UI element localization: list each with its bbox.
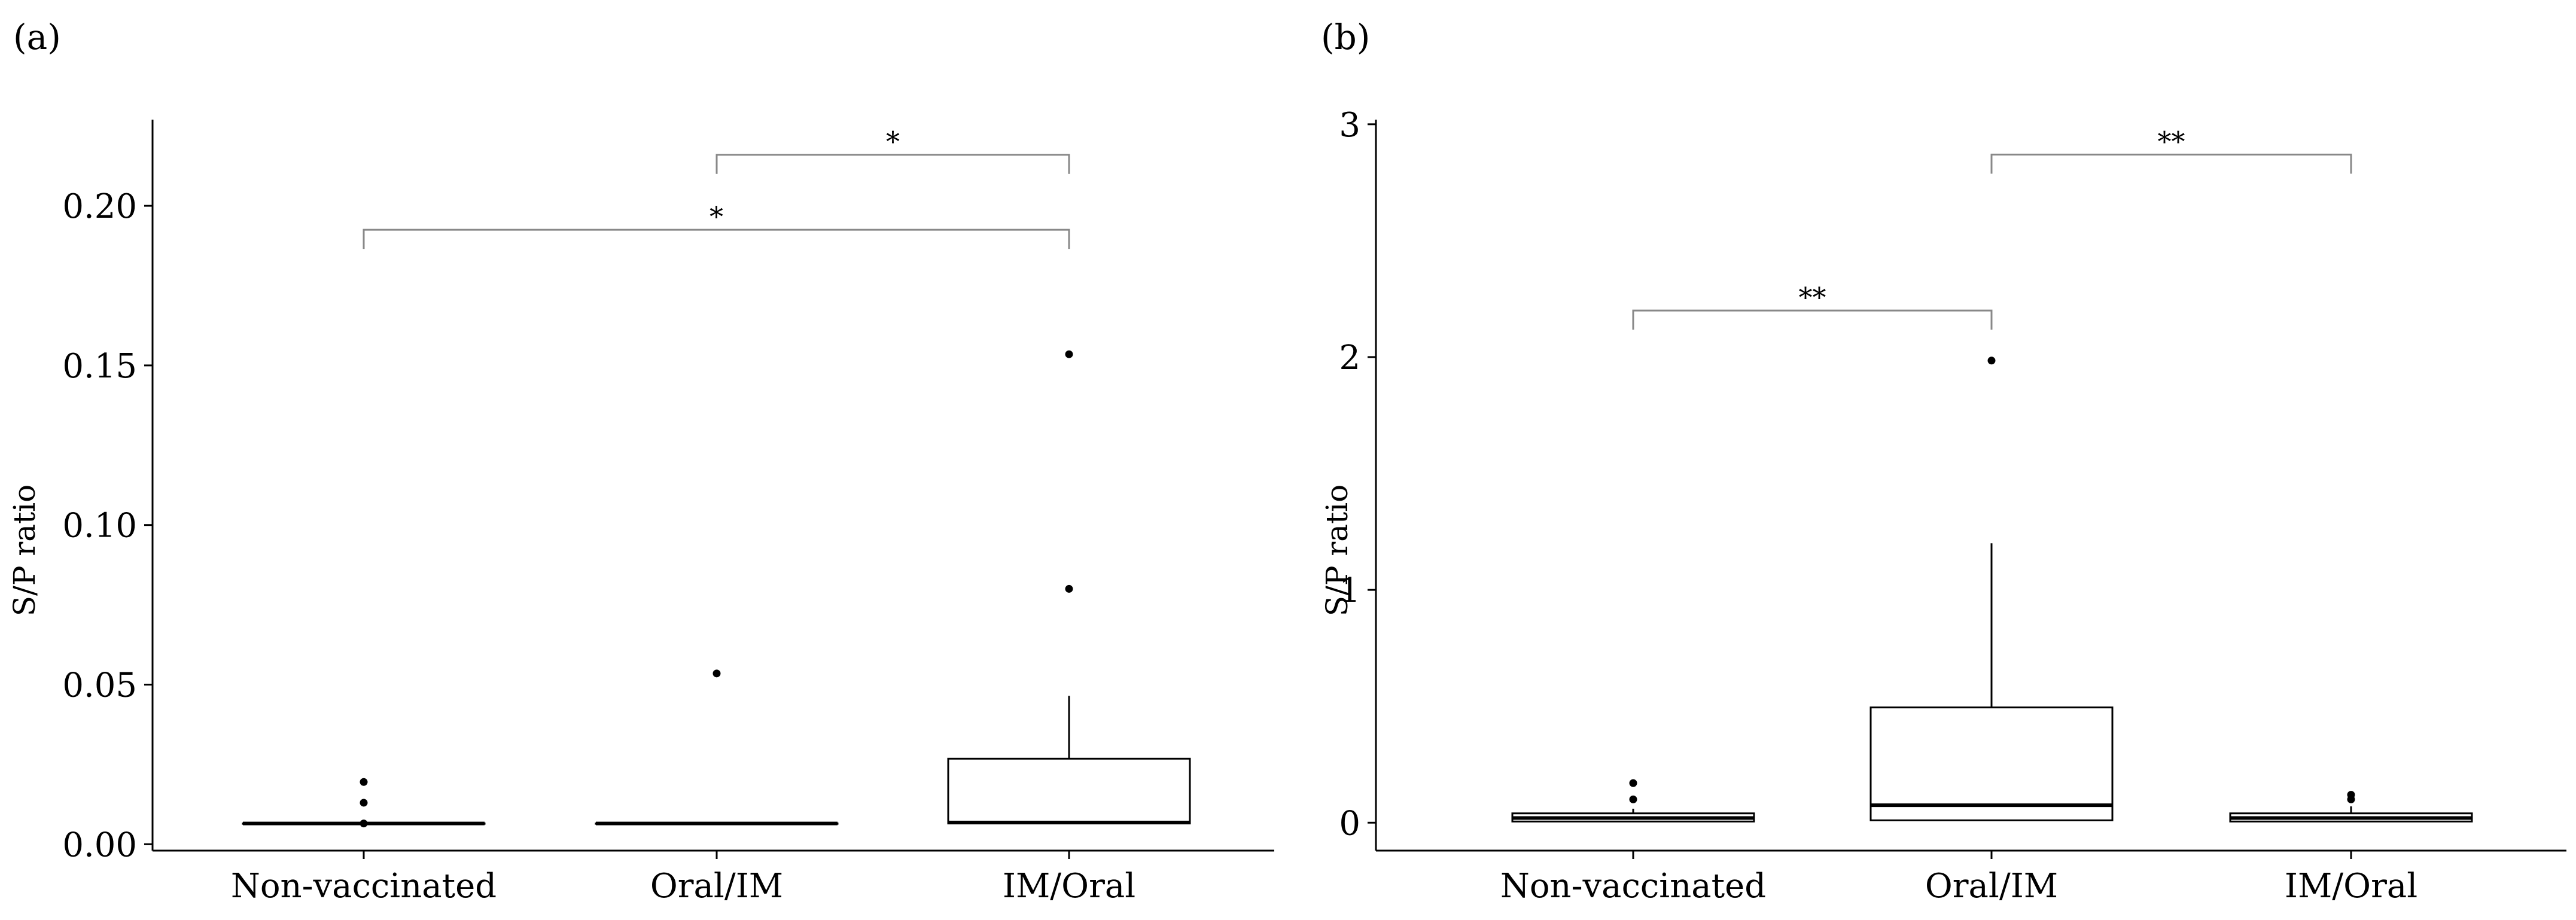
significance-bracket — [363, 229, 1070, 249]
y-axis-label: S/P ratio — [7, 485, 42, 617]
y-tick-label: 0 — [1339, 804, 1360, 843]
y-tick-label: 0.20 — [62, 187, 137, 226]
outlier-point — [1987, 357, 1996, 365]
y-tick-label: 0.10 — [62, 507, 137, 546]
box-rect — [947, 757, 1191, 825]
significance-label: ** — [1799, 281, 1826, 313]
outlier-point — [1629, 779, 1637, 787]
x-tick-label: IM/Oral — [1003, 867, 1135, 906]
y-tick-label: 0.05 — [62, 666, 137, 705]
box-im-oral — [2229, 791, 2473, 822]
x-tick-label: Oral/IM — [1925, 867, 2058, 906]
y-tick-label: 3 — [1339, 106, 1360, 145]
outlier-point — [2347, 791, 2355, 799]
x-tick-label: Non-vaccinated — [231, 867, 497, 906]
box-rect — [1869, 706, 2114, 821]
y-tick-label: 0.15 — [62, 347, 137, 386]
outlier-point — [712, 669, 721, 678]
x-tick-label: Non-vaccinated — [1500, 867, 1766, 906]
significance-bracket — [1632, 309, 1993, 330]
outlier-point — [1065, 584, 1073, 593]
box-non-vaccinated — [1511, 779, 1755, 822]
y-tick-label: 2 — [1339, 339, 1360, 377]
outlier-point — [360, 820, 368, 828]
panel-b-plot: 0 1 2 3 S/P ratio Non-vaccinated Oral/IM IM/Ora… — [1320, 106, 2566, 906]
x-tick-label: IM/Oral — [2285, 867, 2417, 906]
significance-bracket — [1990, 153, 2352, 174]
outlier-point — [360, 778, 368, 786]
y-axis-label: S/P ratio — [1320, 485, 1354, 617]
y-tick-label: 1 — [1339, 571, 1360, 610]
panel-a-plot: 0.00 0.05 0.10 0.15 0.20 S/P ratio Non-vaccina… — [7, 120, 1274, 906]
significance-label: * — [710, 200, 723, 233]
significance-label: * — [886, 126, 900, 158]
outlier-point — [360, 799, 368, 807]
box-oral-im — [1869, 357, 2114, 821]
box-non-vaccinated — [242, 778, 486, 828]
y-tick-label: 0.00 — [62, 825, 137, 864]
outlier-point — [1629, 795, 1637, 803]
box-oral-im — [595, 669, 839, 825]
significance-bracket — [715, 154, 1070, 174]
outlier-point — [1065, 350, 1073, 358]
panel-a-label: (a) — [13, 17, 61, 57]
box-im-oral — [947, 350, 1191, 825]
x-tick-label: Oral/IM — [650, 867, 783, 906]
significance-label: ** — [2158, 125, 2185, 157]
panel-b-label: (b) — [1321, 17, 1371, 57]
